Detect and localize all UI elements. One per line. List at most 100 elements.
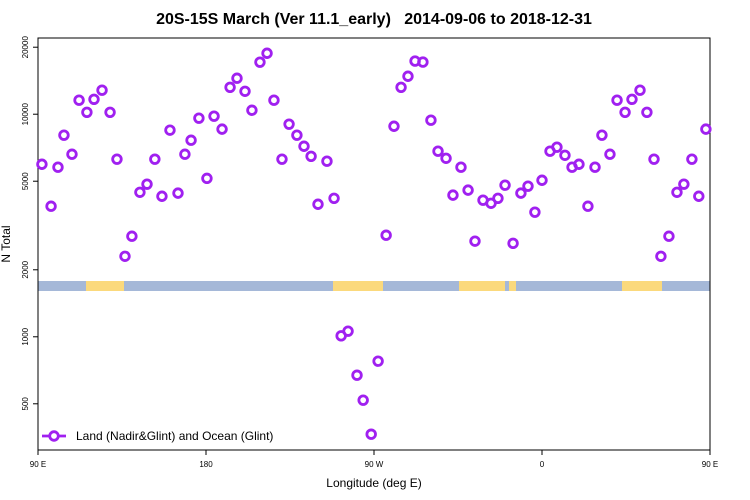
data-point — [634, 84, 646, 96]
data-point — [88, 93, 100, 105]
data-point — [254, 56, 266, 68]
data-point — [291, 129, 303, 141]
data-point — [686, 153, 698, 165]
data-point — [193, 112, 205, 124]
data-point — [455, 161, 467, 173]
data-point — [268, 94, 280, 106]
data-point — [66, 148, 78, 160]
data-point — [462, 184, 474, 196]
data-point — [126, 230, 138, 242]
land-segment — [459, 281, 505, 291]
data-point — [432, 145, 444, 157]
data-point — [305, 150, 317, 163]
y-tick-label: 5000 — [21, 172, 30, 190]
data-point — [388, 120, 400, 132]
data-point — [425, 114, 437, 126]
data-point — [246, 104, 258, 116]
plot-frame — [37, 37, 711, 451]
land-ocean-band — [38, 281, 710, 291]
data-point — [81, 106, 93, 119]
chart-title: 20S-15S March (Ver 11.1_early) 2014-09-0… — [156, 11, 592, 28]
data-point — [499, 179, 511, 191]
data-point — [551, 141, 563, 153]
data-point — [492, 192, 504, 205]
data-point — [596, 129, 608, 141]
data-point — [342, 325, 354, 337]
data-point — [208, 110, 220, 122]
data-point — [321, 155, 333, 167]
data-point — [164, 124, 176, 136]
data-point — [582, 200, 594, 212]
data-point — [536, 174, 548, 186]
data-point — [655, 250, 667, 262]
data-point — [328, 192, 340, 205]
series — [36, 47, 712, 440]
data-point — [201, 172, 213, 185]
y-tick-label: 20000 — [21, 36, 30, 59]
data-point — [58, 129, 70, 141]
y-axis-label: N Total — [0, 225, 13, 262]
x-axis-label: Longitude (deg E) — [326, 476, 421, 490]
data-point — [224, 81, 236, 94]
data-point — [216, 123, 228, 135]
data-point — [641, 106, 653, 119]
data-point — [611, 94, 623, 106]
data-point — [36, 158, 48, 170]
data-point — [365, 428, 377, 440]
land-segment — [86, 281, 124, 291]
data-point — [700, 123, 712, 135]
data-point — [351, 369, 363, 381]
data-point — [604, 148, 616, 160]
data-point — [626, 93, 638, 105]
y-tick-label: 1000 — [21, 327, 30, 345]
data-point — [402, 70, 414, 82]
data-point — [111, 153, 123, 165]
data-point — [231, 72, 243, 84]
data-point — [395, 81, 407, 94]
x-tick-label: 90 W — [365, 460, 384, 469]
data-point — [357, 394, 369, 406]
data-point — [261, 47, 273, 59]
land-segment — [333, 281, 383, 291]
x-tick-label: 180 — [199, 460, 213, 469]
data-point — [559, 149, 571, 161]
data-point — [141, 178, 153, 190]
data-point — [589, 161, 601, 173]
data-point — [648, 153, 660, 165]
data-point — [96, 84, 108, 96]
land-segment — [509, 281, 516, 291]
x-tick-label: 90 E — [30, 460, 46, 469]
data-point — [312, 198, 324, 210]
data-point — [119, 250, 131, 262]
data-point — [172, 187, 184, 199]
data-point — [417, 56, 429, 68]
data-point — [45, 200, 57, 212]
data-point — [515, 187, 527, 199]
data-point — [678, 178, 690, 190]
data-point — [671, 186, 683, 198]
data-point — [619, 106, 631, 119]
data-point — [440, 152, 452, 164]
legend-label: Land (Nadir&Glint) and Ocean (Glint) — [76, 429, 273, 443]
y-tick-label: 500 — [21, 397, 30, 411]
data-point — [185, 134, 197, 146]
data-point — [372, 355, 384, 367]
data-point — [693, 190, 705, 202]
data-point — [663, 230, 675, 242]
data-point — [149, 153, 161, 165]
data-point — [134, 186, 146, 198]
data-point — [298, 140, 310, 152]
legend-entry: Land (Nadir&Glint) and Ocean (Glint) — [42, 429, 273, 443]
data-point — [529, 206, 541, 218]
data-point — [179, 148, 191, 160]
data-point — [507, 237, 519, 250]
legend-marker — [48, 430, 60, 442]
data-point — [469, 235, 481, 247]
y-tick-label: 10000 — [21, 103, 30, 126]
x-tick-label: 90 E — [702, 460, 718, 469]
y-tick-label: 2000 — [21, 260, 30, 278]
data-point — [447, 189, 459, 201]
data-point — [73, 94, 85, 106]
data-point — [283, 118, 295, 130]
